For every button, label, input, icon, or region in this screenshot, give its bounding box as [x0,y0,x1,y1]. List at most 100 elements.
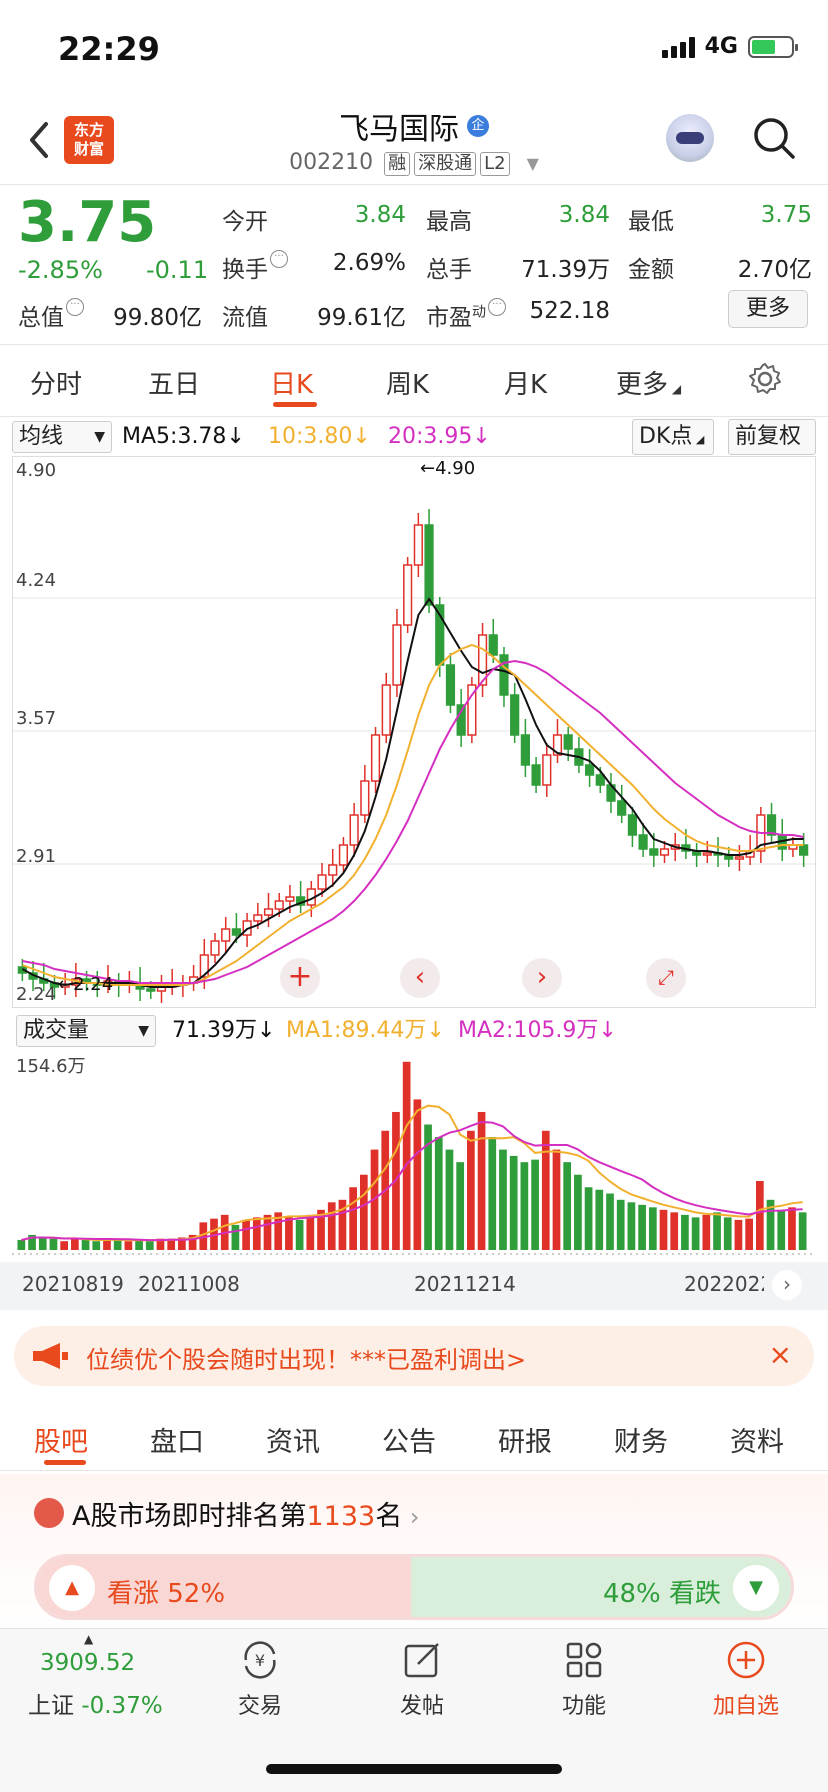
tab-more[interactable]: 更多 ◢ [616,370,682,400]
enterprise-badge-icon: 企 [467,115,489,137]
chevron-right-icon[interactable]: › [522,958,562,998]
candle-body [338,844,349,866]
tab-pankou[interactable]: 盘口 [150,1427,204,1458]
grid-apps-icon [566,1642,602,1678]
svg-text:¥: ¥ [255,1651,265,1670]
date-label: 20210819 [22,1272,124,1296]
volume-bar [231,1224,240,1250]
volume-selector[interactable]: 成交量 ▼ [16,1015,156,1047]
amount-label: 金额 [628,257,674,283]
volume-bar [488,1137,497,1250]
volume-bar [285,1217,293,1250]
info-dots-icon[interactable]: ··· [270,250,288,268]
volume-bar [103,1238,111,1250]
more-button[interactable]: 更多 [728,290,808,328]
volume-max-label: 154.6万 [16,1056,86,1077]
nav-functions[interactable]: 功能 [524,1638,644,1720]
volume-bar [777,1209,786,1250]
volume-bar [28,1234,36,1250]
tab-finance[interactable]: 财务 [614,1427,668,1458]
date-axis: 20210819 20211008 20211214 20220221 › [0,1262,828,1310]
vote-down-area[interactable] [411,1557,791,1617]
active-tab-underline [273,402,317,407]
index-row[interactable]: 上证 -0.37% [28,1693,163,1719]
ma20-readout: 20:3.95↓ [388,424,491,449]
tab-announcements[interactable]: 公告 [382,1427,436,1458]
volume-bar [520,1162,529,1250]
candle-body [584,764,595,776]
volume-bar [691,1217,700,1250]
turnover-label[interactable]: 换手··· [222,250,288,284]
info-dots-icon[interactable]: ··· [488,298,506,316]
tab-five-day[interactable]: 五日 [148,370,201,400]
scroll-right-icon[interactable]: › [772,1270,802,1300]
y-tick-label: 2.91 [16,846,57,867]
bullish-icon[interactable]: ▲ [49,1565,95,1611]
date-label: 20220221 [684,1272,764,1296]
add-drawing-icon[interactable]: + [280,958,320,998]
adjust-button[interactable]: 前复权 [728,419,816,455]
gear-icon[interactable] [748,362,782,396]
volume-bar [499,1149,507,1250]
volume-bar [38,1237,47,1250]
candle-body [199,954,209,978]
candle-body [649,848,659,856]
tab-intraday[interactable]: 分时 [30,370,83,400]
open-value: 3.84 [354,202,406,228]
vote-up-area[interactable] [37,1557,437,1617]
tab-research[interactable]: 研报 [498,1427,552,1458]
ma10-readout: 10:3.80↓ [268,424,371,449]
volume-bar [199,1222,208,1250]
nav-trade[interactable]: ¥ 交易 [200,1638,320,1720]
volume-bar [178,1237,186,1250]
home-indicator [266,1764,562,1774]
max-marker: ←4.90 [420,458,476,479]
tab-guba[interactable]: 股吧 [34,1427,88,1458]
candle-body [221,928,231,942]
volume-bar [702,1214,711,1250]
indicator-selector[interactable]: 均线 ▼ [12,421,112,453]
nav-post[interactable]: 发帖 [362,1638,482,1720]
low-label: 最低 [628,209,674,235]
add-watchlist-icon [727,1641,765,1679]
index-value[interactable]: 3909.52 [40,1650,136,1676]
high-label: 最高 [426,209,472,235]
tab-news[interactable]: 资讯 [266,1427,320,1458]
tab-monthly-k[interactable]: 月K [504,370,548,400]
volume-bar [670,1212,679,1250]
close-icon[interactable]: × [768,1338,792,1371]
robot-assistant-icon[interactable] [666,114,714,162]
mcap-label[interactable]: 总值··· [18,298,84,332]
tab-profile[interactable]: 资料 [730,1427,784,1458]
bearish-icon[interactable]: ▼ [733,1565,779,1611]
candle-body [424,524,434,606]
volume-bar [627,1202,636,1250]
search-icon[interactable] [752,116,796,160]
bottom-nav [0,1628,828,1792]
tab-daily-k[interactable]: 日K [270,370,314,400]
dropdown-caret-icon[interactable]: ▼ [526,154,539,173]
info-dots-icon[interactable]: ··· [66,298,84,316]
back-icon[interactable] [24,118,60,162]
tab-weekly-k[interactable]: 周K [386,370,430,400]
candle-body [263,908,274,916]
rank-text[interactable]: A股市场即时排名第1133名 › [72,1501,420,1532]
y-tick-label: 4.24 [16,570,57,591]
stock-title[interactable]: 飞马国际企 [0,104,828,148]
caret-up-icon: ▲ [84,1632,94,1646]
volume-chart[interactable] [12,1050,816,1258]
kline-chart[interactable] [12,456,816,1008]
volume-readout: 71.39万↓ [172,1018,276,1043]
volume-bar [402,1061,411,1250]
rank-chart-icon [34,1498,64,1528]
fullscreen-icon[interactable]: ⤢ [646,958,686,998]
chevron-left-icon[interactable]: ‹ [400,958,440,998]
candle-body [274,900,284,910]
candle-body [531,764,541,786]
volume-label: 总手 [426,257,472,283]
nav-add-watchlist[interactable]: 加自选 [686,1638,806,1720]
stock-subtitle[interactable]: 002210 融深股通 L2 ▼ [0,150,828,176]
pe-label[interactable]: 市盈动 ··· [426,298,506,332]
dk-point-button[interactable]: DK点 ◢ [632,419,714,455]
promo-banner[interactable]: 位绩优个股会随时出现！***已盈利调出> × [14,1326,814,1386]
